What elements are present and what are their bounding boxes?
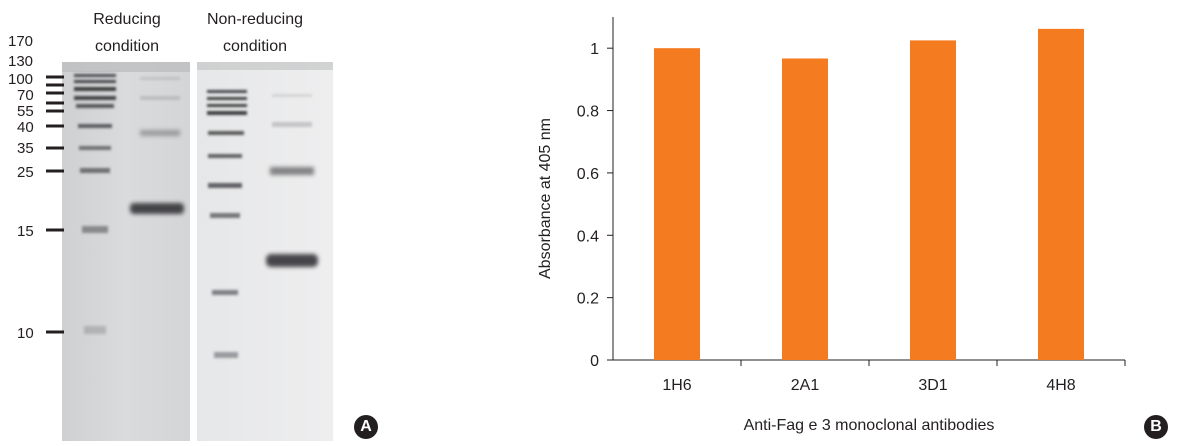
reducing-ladder-bands [74, 74, 116, 334]
x-tick-label-4h8: 4H8 [1046, 377, 1075, 394]
marker-ticks [46, 75, 64, 334]
reducing-sample-bands [130, 77, 184, 214]
bar-chart: 0 0.2 0.4 0.6 0.8 1 1H6 2A1 3D1 4H8 Absorbance a… [537, 17, 1126, 434]
y-tick-label: 0.2 [577, 291, 599, 308]
marker-label-10: 10 [17, 325, 34, 342]
lane-header-reducing-line2: condition [95, 38, 159, 55]
marker-label-170: 170 [8, 33, 33, 50]
gel-nonreducing [197, 62, 333, 441]
marker-label-25: 25 [17, 164, 34, 181]
bar-1h6 [654, 48, 700, 360]
gel-reducing [62, 62, 190, 441]
marker-label-40: 40 [17, 119, 34, 136]
bar-3d1 [910, 40, 956, 361]
lane-header-reducing-line1: Reducing [93, 11, 161, 28]
marker-label-55: 55 [17, 103, 34, 120]
x-tick-label-3d1: 3D1 [918, 377, 947, 394]
lane-header-nonreducing-line2: condition [223, 38, 287, 55]
y-axis-label: Absorbance at 405 nm [537, 118, 554, 279]
y-tick-label: 0.8 [577, 104, 599, 121]
x-tick-label-1h6: 1H6 [662, 377, 691, 394]
bar-chart-panel: 0 0.2 0.4 0.6 0.8 1 1H6 2A1 3D1 4H8 Absorbance a… [520, 0, 1178, 441]
marker-label-100: 100 [8, 71, 33, 88]
panel-b-badge: B [1144, 415, 1168, 439]
gel-panel: Reducing condition Non-reducing conditio… [0, 0, 390, 441]
lane-header-nonreducing-line1: Non-reducing [207, 11, 303, 28]
x-axis-tick-labels: 1H6 2A1 3D1 4H8 [662, 360, 1126, 394]
bars [654, 28, 1084, 361]
nonreducing-ladder-bands [207, 90, 247, 358]
y-tick-label: 1 [590, 41, 599, 58]
y-tick-label: 0 [590, 353, 599, 370]
y-tick-label: 0.4 [577, 228, 599, 245]
y-axis-ticks: 0 0.2 0.4 0.6 0.8 1 [577, 41, 613, 370]
nonreducing-sample-bands [266, 94, 318, 267]
bar-4h8 [1038, 28, 1084, 360]
gel-figure: Reducing condition Non-reducing conditio… [8, 11, 333, 441]
marker-label-130: 130 [8, 53, 33, 70]
panel-a-badge: A [354, 415, 378, 439]
bar-2a1 [782, 58, 828, 361]
marker-label-35: 35 [17, 140, 34, 157]
marker-label-70: 70 [17, 87, 34, 104]
marker-label-15: 15 [17, 223, 34, 240]
y-tick-label: 0.6 [577, 166, 599, 183]
x-axis-label: Anti-Fag e 3 monoclonal antibodies [744, 417, 995, 434]
x-tick-label-2a1: 2A1 [791, 377, 820, 394]
